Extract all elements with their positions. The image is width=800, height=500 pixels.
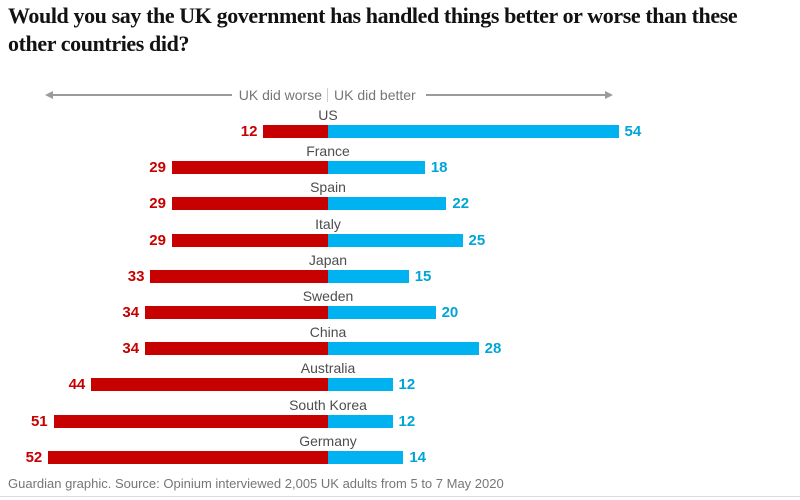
worse-bar: [145, 305, 328, 319]
country-label: Sweden: [302, 287, 354, 304]
country-label: Germany: [299, 432, 357, 449]
better-bar: [328, 233, 463, 247]
better-value-label: 28: [484, 340, 502, 358]
chart-row: Japan 33 15: [0, 252, 800, 288]
worse-value-label: 29: [149, 195, 166, 213]
country-label: Japan: [308, 251, 348, 268]
source-note: Guardian graphic. Source: Opinium interv…: [8, 476, 504, 491]
better-bar: [328, 161, 425, 175]
better-value-label: 18: [430, 159, 448, 177]
better-bar: [328, 378, 393, 392]
better-bar: [328, 269, 409, 283]
worse-value-label: 52: [25, 448, 43, 466]
worse-bar: [263, 125, 328, 138]
worse-value-label: 29: [149, 231, 166, 249]
better-value-label: 22: [452, 195, 470, 213]
better-value-label: 15: [414, 267, 432, 285]
better-value-label: 14: [409, 448, 426, 466]
worse-value-label: 33: [127, 267, 145, 285]
better-bar: [328, 414, 393, 428]
chart-row: Germany 52 14: [0, 433, 800, 469]
chart-row: France 29 18: [0, 143, 800, 179]
chart-row: South Korea 51 12: [0, 397, 800, 433]
worse-bar: [171, 161, 328, 175]
country-label: Italy: [315, 215, 341, 232]
worse-value-label: 34: [122, 303, 140, 321]
better-value-label: 25: [468, 231, 486, 249]
worse-bar: [91, 378, 328, 392]
right-arrow-line: [426, 94, 606, 96]
better-value-label: 12: [398, 412, 416, 430]
better-bar: [328, 197, 447, 211]
worse-bar: [171, 233, 328, 247]
worse-bar: [150, 269, 328, 283]
right-arrow-icon: [605, 91, 613, 99]
chart-row: Australia 44 12: [0, 360, 800, 396]
worse-value-label: 44: [68, 376, 86, 394]
worse-value-label: 34: [122, 340, 140, 358]
worse-bar: [48, 450, 328, 464]
better-bar: [328, 125, 619, 138]
worse-value-label: 29: [149, 159, 166, 177]
left-arrow-icon: [45, 91, 53, 99]
worse-bar: [171, 197, 328, 211]
chart-row: Spain 29 22: [0, 179, 800, 215]
legend-better-label: UK did better: [334, 87, 416, 103]
chart-title-line1: Would you say the UK government has hand…: [8, 3, 738, 28]
country-label: China: [309, 324, 347, 341]
legend-divider: [327, 88, 328, 102]
chart-title-line2: other countries did?: [8, 31, 190, 56]
country-label: France: [306, 143, 350, 160]
chart-row: Italy 29 25: [0, 216, 800, 252]
better-bar: [328, 450, 404, 464]
legend-worse-label: UK did worse: [238, 87, 322, 103]
country-label: US: [318, 107, 338, 123]
diverging-bar-chart: US 12 54 France 29 18 Spain 29 22 Italy 29 25 Japan 3…: [0, 107, 800, 469]
worse-value-label: 51: [30, 412, 48, 430]
worse-value-label: 12: [240, 123, 258, 140]
better-bar: [328, 342, 479, 356]
bottom-divider: [0, 496, 800, 497]
worse-bar: [145, 342, 328, 356]
better-value-label: 20: [441, 303, 459, 321]
country-label: Spain: [310, 179, 346, 196]
worse-bar: [53, 414, 328, 428]
country-label: Australia: [300, 360, 356, 377]
chart-title: Would you say the UK government has hand…: [8, 2, 796, 58]
left-arrow-line: [52, 94, 232, 96]
country-label: South Korea: [289, 396, 367, 413]
better-bar: [328, 305, 436, 319]
chart-row: US 12 54: [0, 107, 800, 143]
chart-row: China 34 28: [0, 324, 800, 360]
better-value-label: 12: [398, 376, 416, 394]
chart-row: Sweden 34 20: [0, 288, 800, 324]
better-value-label: 54: [624, 123, 642, 140]
legend-axis: UK did worse UK did better: [0, 86, 800, 104]
